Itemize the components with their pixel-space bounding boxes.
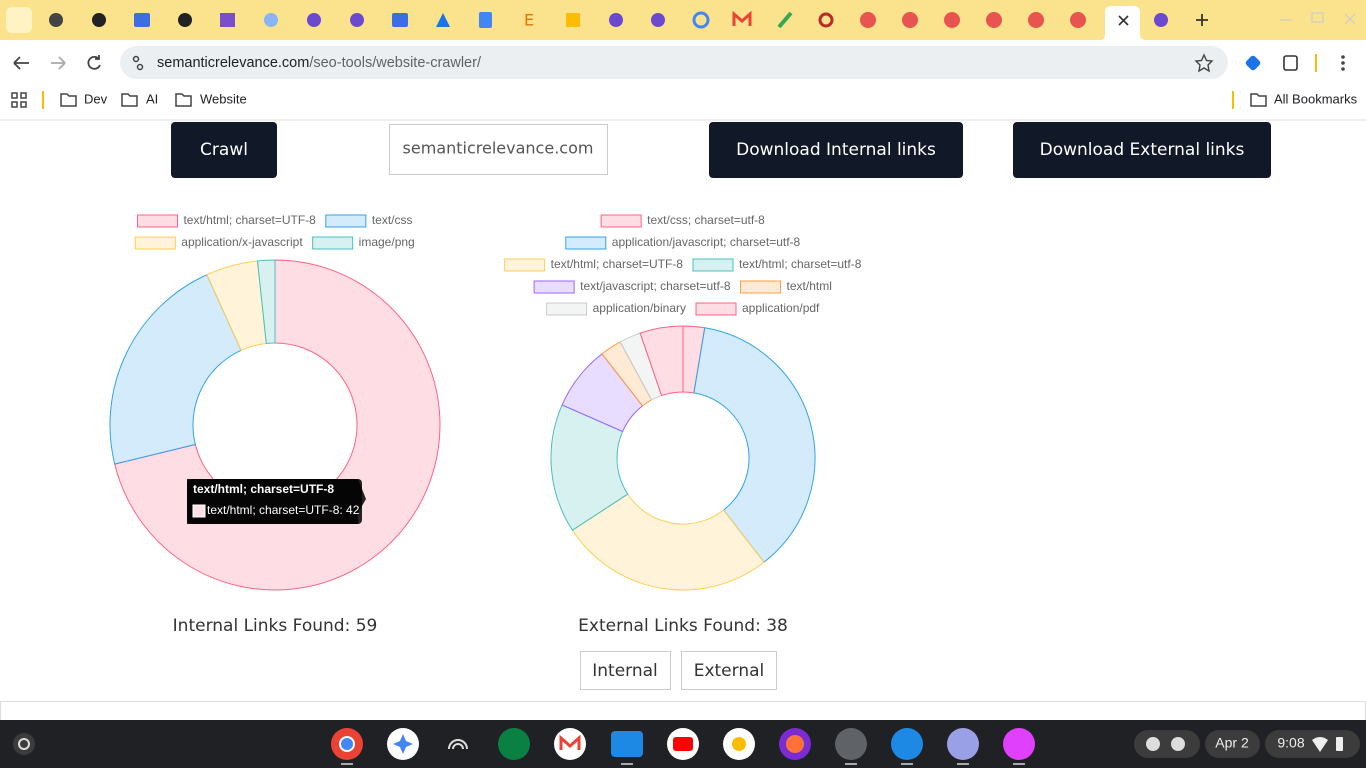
tray-icon [1171, 737, 1185, 751]
shelf-apps[interactable] [331, 728, 1035, 760]
tab-search[interactable] [6, 7, 32, 33]
chart-caption: Internal Links Found: 59 [173, 616, 378, 636]
extensions-button[interactable] [1283, 55, 1298, 71]
legend-swatch [136, 214, 178, 228]
legend-label: text/javascript; charset=utf-8 [580, 279, 731, 293]
doughnut-slice [639, 325, 684, 397]
legend-swatch [692, 258, 734, 272]
bookmark[interactable]: AI [146, 91, 158, 106]
download-external-button[interactable] [1013, 122, 1271, 178]
status-pill[interactable] [1265, 730, 1360, 758]
internal-label: Internal [592, 661, 658, 681]
menu-button[interactable] [1341, 55, 1345, 71]
reload-button[interactable] [87, 55, 101, 70]
legend-swatch [740, 280, 782, 294]
date-pill[interactable] [1205, 730, 1260, 758]
doughnut-slice [109, 274, 242, 465]
svg-text:E: E [524, 11, 534, 30]
download-external-label: Download External links [1040, 140, 1245, 160]
tab-icon[interactable] [1154, 13, 1168, 27]
legend-label: text/html [787, 279, 832, 293]
legend-swatch [546, 302, 588, 316]
legend-swatch [504, 258, 546, 272]
bookmark-star[interactable] [1194, 53, 1214, 73]
shelf-indicators [341, 763, 1025, 765]
bookmark[interactable]: Dev [84, 91, 108, 106]
url-path: /seo-tools/website-crawler/ [309, 55, 482, 71]
bookmark[interactable]: Website [200, 91, 247, 106]
legend-swatch [695, 302, 737, 316]
external-label: External [694, 661, 765, 681]
legend-label: application/pdf [742, 301, 820, 315]
doughnut-slice [571, 493, 765, 591]
wifi-icon [1312, 737, 1328, 752]
time: 9:08 [1277, 735, 1304, 751]
legend-swatch [565, 236, 607, 250]
window-controls[interactable] [1280, 12, 1356, 25]
legend-label: text/html; charset=UTF-8 [183, 213, 316, 227]
tab-close[interactable] [1118, 15, 1129, 26]
active-tab[interactable] [1100, 6, 1146, 40]
tray-pill[interactable] [1134, 730, 1200, 758]
tooltip-title: text/html; charset=UTF-8 [193, 482, 334, 496]
tooltip-text: text/html; charset=UTF-8: 42 [207, 503, 360, 517]
crawl-button[interactable] [171, 122, 277, 178]
download-internal-label: Download Internal links [736, 140, 936, 160]
forward-button[interactable] [51, 56, 66, 70]
separator [1315, 54, 1317, 72]
url: semanticrelevance.com/seo-tools/website-… [157, 55, 482, 71]
legend-swatch [533, 280, 575, 294]
doughnut-slice [256, 259, 276, 345]
chart-caption: External Links Found: 38 [578, 616, 788, 636]
tray-icon [1146, 737, 1160, 751]
url-host: semanticrelevance.com [157, 55, 309, 71]
apps-icon[interactable] [11, 92, 27, 108]
omnibox[interactable] [120, 46, 1228, 79]
legend-swatch [134, 236, 176, 250]
domain-value: semanticrelevance.com [403, 139, 594, 158]
back-button[interactable] [13, 56, 29, 70]
extension-icon[interactable] [1245, 55, 1262, 72]
separator [42, 91, 44, 109]
launcher-icon [18, 738, 30, 750]
download-internal-button[interactable] [709, 122, 963, 178]
date: Apr 2 [1215, 735, 1249, 751]
crawl-label: Crawl [200, 140, 248, 160]
legend-label: application/x-javascript [181, 235, 303, 249]
legend-swatch [325, 214, 367, 228]
legend-label: image/png [359, 235, 415, 249]
legend-swatch [312, 236, 354, 250]
tooltip: text/html; charset=UTF-8 text/html; char… [187, 479, 366, 524]
battery-icon [1336, 737, 1343, 751]
legend-label: text/html; charset=utf-8 [739, 257, 862, 271]
domain-input[interactable] [389, 124, 608, 175]
tab-icons[interactable]: E [49, 11, 1086, 30]
tooltip-swatch [192, 504, 206, 518]
legend-label: application/binary [593, 301, 686, 315]
legend-label: application/javascript; charset=utf-8 [612, 235, 801, 249]
internal-button[interactable] [580, 651, 671, 690]
doughnut-slice [693, 327, 816, 563]
legend-swatch [600, 214, 642, 228]
charts: text/html; charset=UTF-8 text/css applicat… [109, 213, 862, 636]
tooltip-body [187, 479, 362, 524]
legend-label: text/css [372, 213, 413, 227]
folder-icons [60, 93, 1267, 107]
all-bookmarks[interactable]: All Bookmarks [1274, 91, 1358, 106]
launcher[interactable] [13, 733, 35, 755]
legend-label: text/html; charset=UTF-8 [551, 257, 684, 271]
site-info[interactable] [132, 55, 144, 71]
external-button[interactable] [681, 651, 777, 690]
legend-label: text/css; charset=utf-8 [647, 213, 765, 227]
separator [1232, 91, 1234, 109]
new-tab[interactable] [1196, 14, 1208, 26]
